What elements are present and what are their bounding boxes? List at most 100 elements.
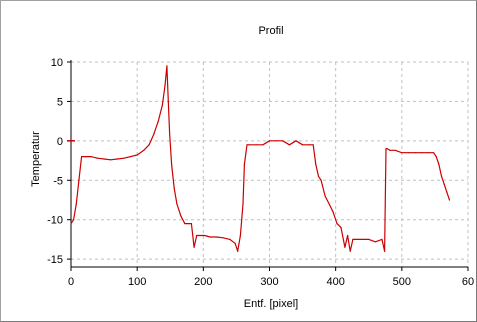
axes: [70, 60, 468, 268]
data-point: [222, 237, 224, 239]
data-point: [136, 154, 138, 156]
y-axis-label: Temperatur: [30, 131, 42, 187]
data-point: [110, 159, 112, 161]
data-point: [239, 234, 241, 237]
data-point: [275, 140, 277, 142]
y-tick-label: -10: [47, 215, 63, 227]
data-point: [168, 132, 171, 134]
data-point: [262, 144, 264, 146]
data-point: [352, 238, 354, 241]
data-point: [164, 85, 166, 87]
data-point: [427, 152, 429, 154]
data-point: [443, 183, 445, 185]
x-ticks: 0 100 200 300 400 500 60: [68, 267, 474, 288]
data-point: [80, 156, 83, 158]
data-point: [384, 250, 386, 252]
x-axis-label: Entf. [pixel]: [244, 298, 298, 310]
chart-title: Profil: [258, 25, 283, 37]
data-point: [90, 156, 92, 158]
data-point: [215, 236, 218, 238]
grid: [71, 61, 469, 267]
series-group: [67, 65, 451, 252]
data-point: [440, 175, 443, 177]
data-point: [414, 152, 416, 154]
data-point: [401, 152, 403, 154]
data-point: [312, 144, 314, 146]
y-tick-label: 10: [51, 57, 63, 69]
data-point: [421, 152, 423, 154]
data-point: [170, 163, 173, 166]
data-point: [180, 215, 182, 217]
x-tick-label: 500: [393, 276, 411, 288]
data-point: [190, 223, 193, 225]
data-point: [103, 158, 105, 160]
data-point: [317, 175, 320, 177]
y-tick-label: -15: [47, 254, 63, 266]
data-point: [153, 133, 155, 136]
data-point: [356, 238, 358, 241]
data-point: [176, 203, 178, 205]
x-tick-label: 0: [68, 276, 74, 288]
data-point: [438, 163, 440, 166]
data-point: [148, 144, 150, 146]
data-point: [349, 250, 351, 252]
data-point: [237, 250, 239, 252]
data-point: [315, 163, 317, 166]
data-point: [243, 163, 245, 166]
data-point: [336, 223, 338, 225]
data-point: [432, 152, 435, 154]
data-point: [288, 144, 290, 146]
y-tick-label: -5: [53, 175, 63, 187]
data-point: [75, 203, 77, 205]
data-point: [116, 158, 118, 160]
data-point: [70, 223, 72, 225]
data-point: [184, 223, 186, 225]
data-point: [385, 148, 387, 150]
data-point: [157, 120, 159, 122]
data-point: [129, 156, 132, 158]
data-point: [268, 140, 271, 142]
data-point: [320, 179, 322, 181]
data-point: [435, 156, 437, 158]
series-line: [70, 65, 451, 252]
data-point: [166, 65, 168, 67]
data-point: [386, 148, 388, 150]
x-tick-label: 400: [326, 276, 344, 288]
y-tick-label: 0: [57, 136, 63, 148]
data-point: [161, 104, 163, 106]
data-point: [73, 219, 75, 221]
data-point: [196, 234, 198, 237]
data-point: [340, 226, 342, 229]
data-point: [282, 140, 284, 142]
data-point: [324, 195, 326, 197]
data-point: [361, 238, 363, 241]
x-tick-label: 100: [128, 276, 146, 288]
data-point: [204, 234, 206, 237]
y-ticks: 10 5 0 -5 -10 -15: [47, 57, 71, 266]
data-point: [389, 149, 391, 151]
data-point: [407, 152, 410, 154]
data-point: [167, 100, 169, 103]
data-point: [328, 203, 330, 205]
data-point: [295, 140, 297, 142]
data-point: [368, 238, 370, 241]
data-point: [84, 156, 87, 158]
data-point: [446, 191, 448, 193]
x-tick-label: 200: [194, 276, 212, 288]
data-point: [188, 223, 190, 225]
data-point: [201, 234, 203, 237]
data-point: [308, 144, 310, 146]
data-point: [193, 246, 195, 248]
data-point: [374, 241, 376, 243]
y-tick-label: 5: [57, 96, 63, 108]
data-point: [249, 144, 251, 146]
data-point: [229, 238, 231, 241]
data-point: [143, 149, 145, 151]
x-tick-label: 60: [462, 276, 474, 288]
data-point: [394, 149, 396, 151]
data-point: [242, 203, 244, 205]
data-point: [448, 199, 451, 201]
data-point: [332, 211, 334, 213]
